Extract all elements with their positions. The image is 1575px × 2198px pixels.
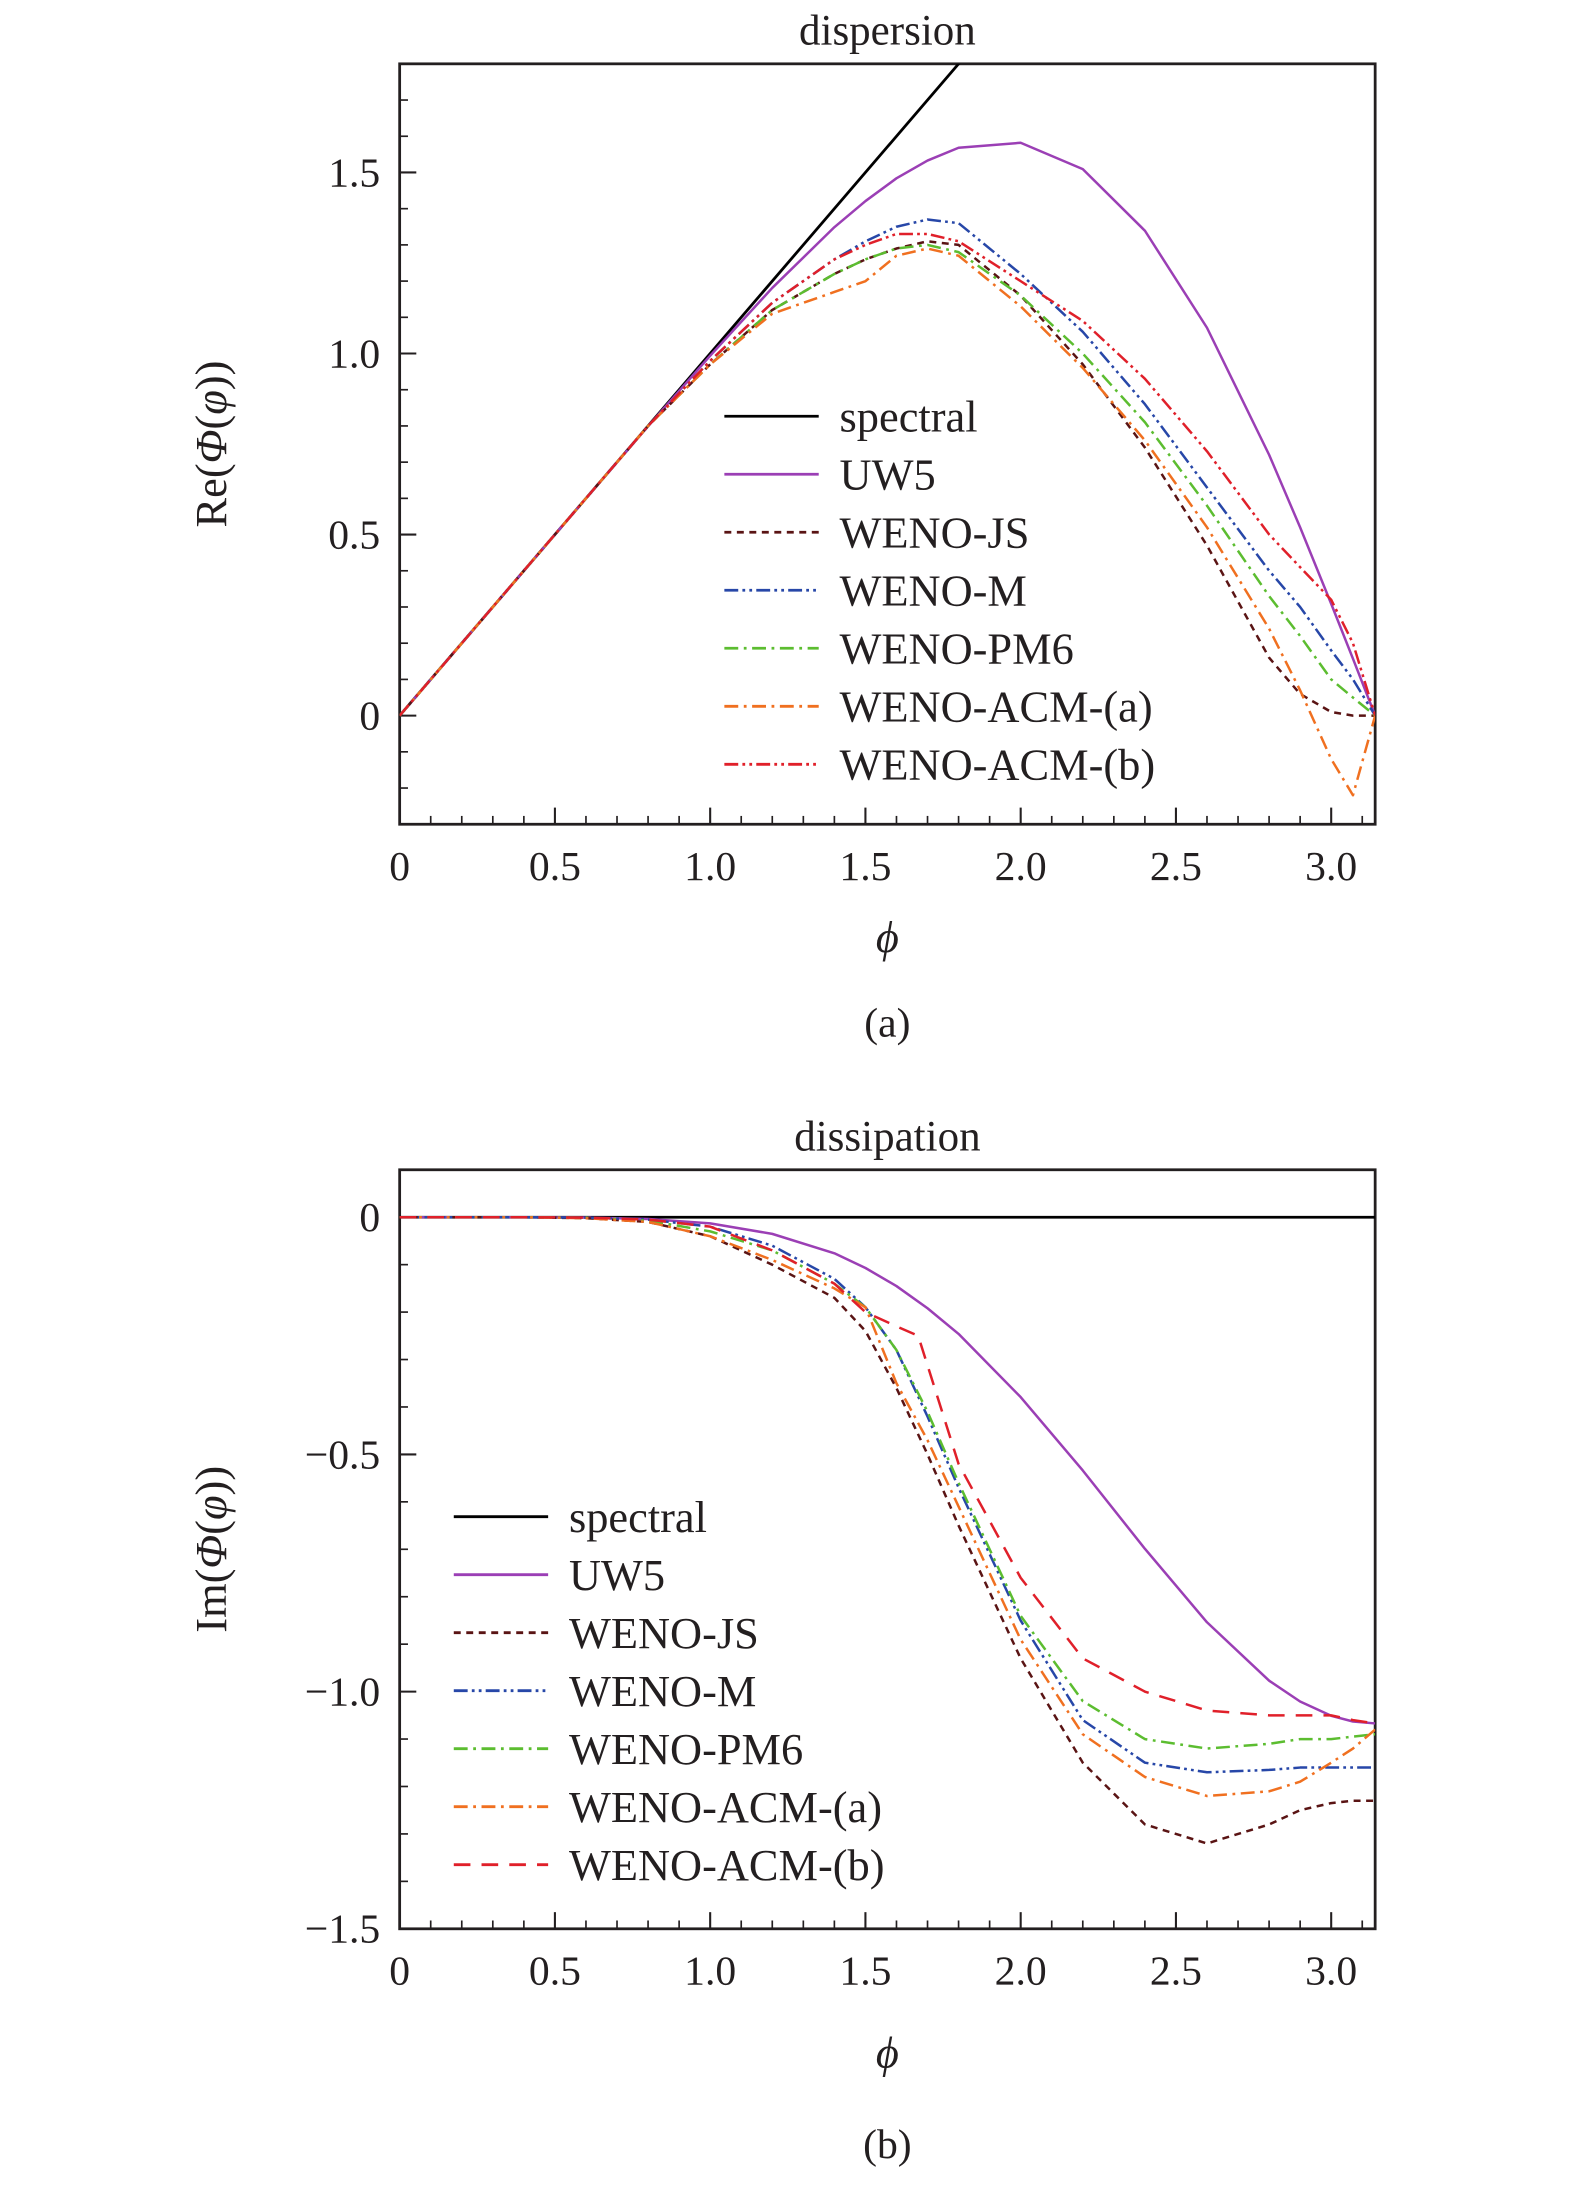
legend-label: WENO-JS [840, 508, 1030, 558]
dispersion-panel: dispersion 0 0.5 1.0 1.5 2.0 2.5 3.0 0 0.5 1.0 1.5 ϕ… [186, 7, 1377, 1047]
y-tick-label: 0 [359, 693, 380, 739]
chart-title: dispersion [799, 7, 976, 54]
legend-label: spectral [569, 1492, 707, 1542]
plot-frame [398, 62, 1377, 826]
y-axis-label-part: ( [186, 1520, 236, 1535]
x-tick-label: 0 [389, 844, 410, 890]
legend-label: WENO-M [569, 1666, 756, 1716]
legend-label: UW5 [569, 1550, 665, 1600]
dissipation-panel: dissipation 0 0.5 1.0 1.5 2.0 2.5 3.0 0 −0.5 −1.0 −… [186, 1113, 1377, 2168]
y-tick-label: 1.5 [328, 150, 380, 196]
y-axis-label: Im(Φ(φ)) [186, 1466, 236, 1633]
series-line-weno-pm6 [399, 1215, 1376, 1750]
series-line-weno-m [399, 218, 1376, 717]
x-tick-label: 2.5 [1150, 1948, 1202, 1994]
x-tick-label: 3.0 [1305, 1948, 1357, 1994]
x-tick-label: 1.5 [839, 844, 891, 890]
legend-label: spectral [840, 392, 978, 442]
y-tick-label: 0 [359, 1195, 380, 1241]
y-axis-label-part: φ [186, 1495, 236, 1520]
legend-label: WENO-M [840, 566, 1027, 616]
x-tick-label: 3.0 [1305, 844, 1357, 890]
x-tick-label: 0.5 [529, 844, 581, 890]
chart-title: dissipation [794, 1113, 980, 1160]
y-axis-label-part: )) [186, 361, 236, 391]
y-tick-label: −1.5 [305, 1907, 380, 1953]
legend-label: WENO-PM6 [840, 624, 1074, 674]
legend-label: WENO-ACM-(a) [840, 682, 1153, 732]
x-tick-label: 2.5 [1150, 844, 1202, 890]
legend: spectral UW5 WENO-JS WENO-M WENO-PM6 WENO-ACM… [724, 392, 1155, 790]
x-axis-label: ϕ [876, 2028, 899, 2078]
legend-label: WENO-ACM-(b) [569, 1840, 885, 1890]
y-axis-label-part: Φ [186, 1535, 236, 1569]
plot-frame [398, 1168, 1377, 1931]
legend-label: WENO-JS [569, 1608, 759, 1658]
y-axis-label-part: ( [186, 415, 236, 430]
y-tick-label: 1.0 [328, 331, 380, 377]
series-line-weno-acm-a [399, 247, 1376, 797]
x-tick-label: 2.0 [995, 1948, 1047, 1994]
legend-label: WENO-ACM-(b) [840, 740, 1156, 790]
legend-label: UW5 [840, 450, 936, 500]
series-line-weno-acm-a [399, 1215, 1376, 1798]
series-group [399, 1215, 1376, 1845]
y-axis-label-part: φ [186, 390, 236, 415]
series-line-weno-acm-b [399, 232, 1376, 717]
series-line-uw5 [399, 1215, 1376, 1725]
x-tick-label: 1.5 [839, 1948, 891, 1994]
x-tick-label: 1.0 [684, 1948, 736, 1994]
legend-label: WENO-PM6 [569, 1724, 803, 1774]
y-axis-label-part: Im( [186, 1569, 236, 1633]
series-line-weno-acm-b [399, 1215, 1376, 1725]
y-axis-label-part: Φ [186, 430, 236, 464]
series-group [399, 63, 1376, 797]
x-tick-label: 2.0 [995, 844, 1047, 890]
legend: spectral UW5 WENO-JS WENO-M WENO-PM6 WENO-ACM… [453, 1492, 885, 1890]
legend-label: WENO-ACM-(a) [569, 1782, 882, 1832]
y-axis-label-part: )) [186, 1466, 236, 1496]
y-axis-label: Re(Φ(φ)) [186, 361, 236, 528]
x-axis-label: ϕ [876, 912, 899, 962]
series-line-weno-m [399, 1215, 1376, 1774]
y-tick-label: −0.5 [305, 1432, 380, 1478]
x-tick-label: 1.0 [684, 844, 736, 890]
y-axis-label-part: Re( [186, 463, 236, 527]
x-tick-label: 0.5 [529, 1948, 581, 1994]
y-tick-label: 0.5 [328, 512, 380, 558]
panel-caption: (b) [863, 2122, 912, 2168]
y-tick-label: −1.0 [305, 1669, 380, 1715]
panel-caption: (a) [864, 1001, 910, 1047]
x-tick-label: 0 [389, 1948, 410, 1994]
